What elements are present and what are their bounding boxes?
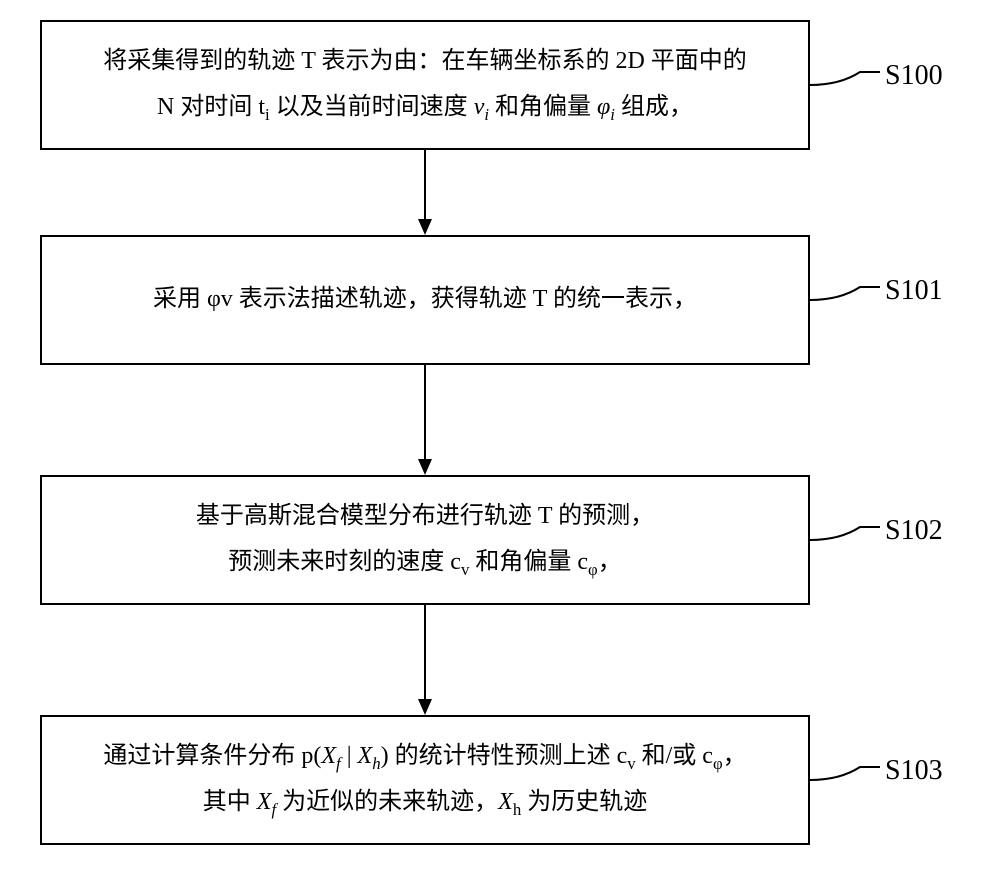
flowchart-canvas: 将采集得到的轨迹 T 表示为由：在车辆坐标系的 2D 平面中的N 对时间 ti … bbox=[0, 0, 1000, 877]
step-box-s100: 将采集得到的轨迹 T 表示为由：在车辆坐标系的 2D 平面中的N 对时间 ti … bbox=[40, 20, 810, 150]
step-label-s101: S101 bbox=[885, 275, 943, 307]
step-text-line: N 对时间 ti 以及当前时间速度 vi 和角偏量 φi 组成， bbox=[157, 85, 693, 131]
step-label-s100: S100 bbox=[885, 60, 943, 92]
step-text-line: 采用 φv 表示法描述轨迹，获得轨迹 T 的统一表示， bbox=[153, 277, 697, 323]
step-text-line: 通过计算条件分布 p(Xf | Xh) 的统计特性预测上述 cv 和/或 cφ， bbox=[103, 734, 746, 780]
step-label-s103: S103 bbox=[885, 755, 943, 787]
step-box-s102: 基于高斯混合模型分布进行轨迹 T 的预测，预测未来时刻的速度 cv 和角偏量 c… bbox=[40, 475, 810, 605]
step-text-line: 预测未来时刻的速度 cv 和角偏量 cφ， bbox=[228, 540, 621, 586]
step-box-s101: 采用 φv 表示法描述轨迹，获得轨迹 T 的统一表示， bbox=[40, 235, 810, 365]
step-text-line: 将采集得到的轨迹 T 表示为由：在车辆坐标系的 2D 平面中的 bbox=[103, 39, 747, 85]
step-label-s102: S102 bbox=[885, 515, 943, 547]
step-text-line: 其中 Xf 为近似的未来轨迹，Xh 为历史轨迹 bbox=[203, 780, 647, 826]
step-box-s103: 通过计算条件分布 p(Xf | Xh) 的统计特性预测上述 cv 和/或 cφ，… bbox=[40, 715, 810, 845]
step-text-line: 基于高斯混合模型分布进行轨迹 T 的预测， bbox=[196, 494, 654, 540]
